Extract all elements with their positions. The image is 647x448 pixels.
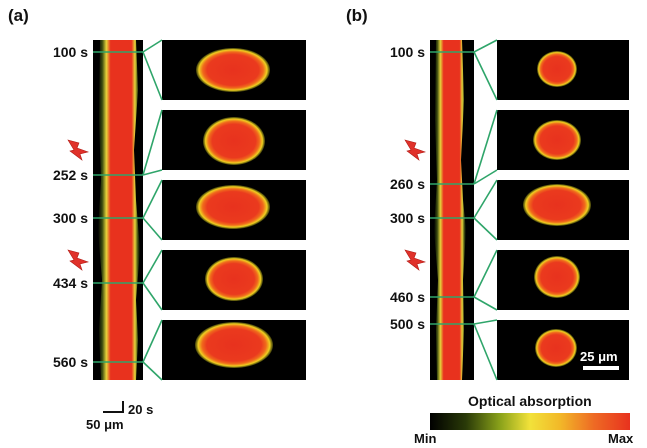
cell-a-5 <box>195 322 273 368</box>
time-label-a-4: 434 s <box>52 275 88 291</box>
colorbar <box>430 413 630 430</box>
panel-label-a: (a) <box>8 6 29 25</box>
cell-b-2 <box>533 120 581 160</box>
scale-bar-space-label: 50 μm <box>86 417 124 432</box>
laser-icon <box>67 139 90 161</box>
time-label-b-1: 100 s <box>389 44 425 60</box>
connectors-a <box>93 39 163 381</box>
cell-b-4 <box>534 256 580 298</box>
time-label-a-5: 560 s <box>52 354 88 370</box>
connectors-b <box>430 39 498 381</box>
time-label-a-2: 252 s <box>52 167 88 183</box>
time-label-a-1: 100 s <box>52 44 88 60</box>
time-label-a-3: 300 s <box>52 210 88 226</box>
cell-a-1 <box>196 48 270 92</box>
scale-bar-time-label: 20 s <box>128 402 154 417</box>
time-label-b-2: 260 s <box>389 176 425 192</box>
cell-b-3 <box>523 184 591 226</box>
panel-label-b: (b) <box>346 6 368 25</box>
colorbar-title: Optical absorption <box>468 393 592 409</box>
time-label-b-5: 500 s <box>389 316 425 332</box>
kymograph-b-signal <box>434 40 466 380</box>
image-scale-bar <box>583 366 619 370</box>
cell-a-4 <box>205 257 263 301</box>
laser-markers <box>67 139 427 271</box>
time-label-b-4: 460 s <box>389 289 425 305</box>
kymograph-scale-bar <box>103 401 124 413</box>
time-label-b-3: 300 s <box>389 210 425 226</box>
cell-b-5 <box>535 329 577 367</box>
image-scale-bar-label: 25 μm <box>580 349 618 364</box>
snapshots-b <box>497 40 629 380</box>
cell-a-2 <box>203 117 265 165</box>
cell-b-1 <box>537 51 577 87</box>
laser-icon <box>404 139 427 161</box>
cell-a-3 <box>196 185 270 229</box>
kymograph-a-signal <box>98 40 140 380</box>
colorbar-min-label: Min <box>414 431 437 446</box>
colorbar-max-label: Max <box>608 431 634 446</box>
snapshots-a <box>162 40 306 380</box>
laser-icon <box>404 249 427 271</box>
laser-icon <box>67 249 90 271</box>
